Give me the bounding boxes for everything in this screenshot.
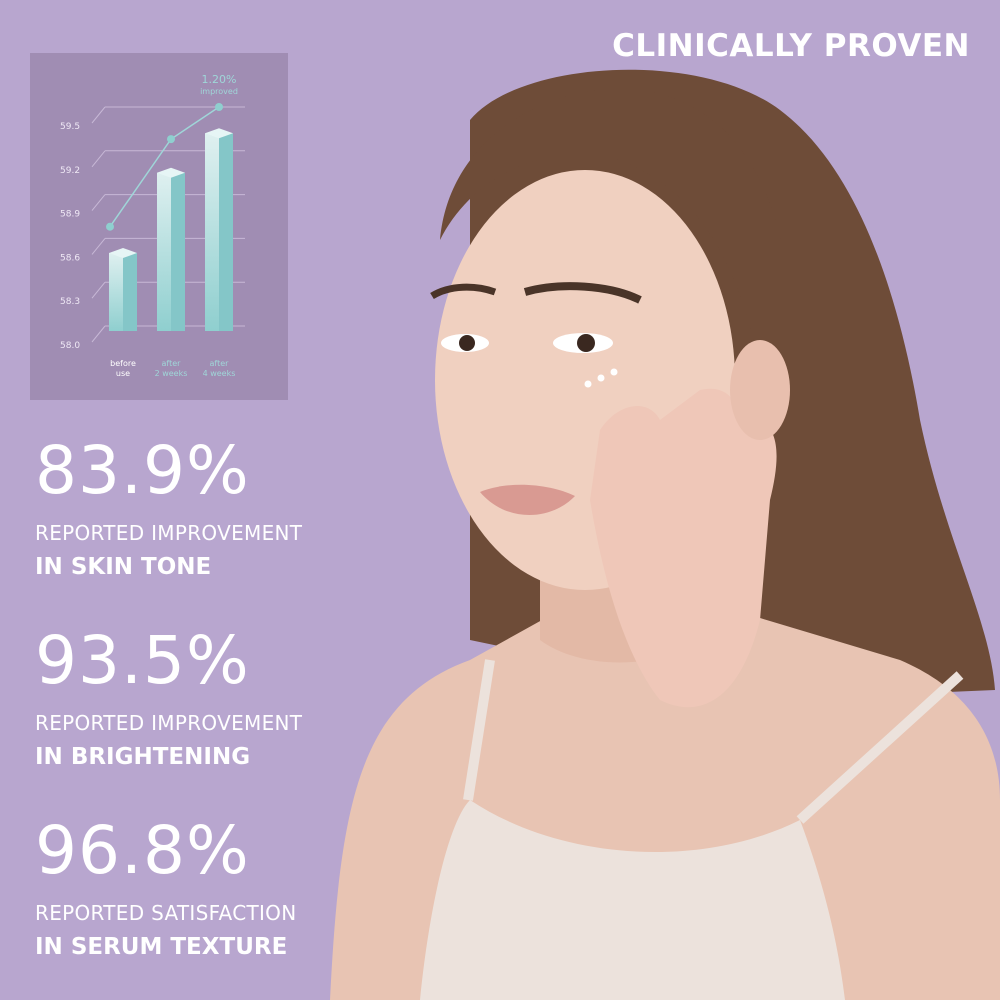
bar-top: [205, 128, 233, 139]
bar-side: [123, 253, 137, 331]
tick-line: [91, 281, 106, 299]
x-tick-label: after: [210, 359, 230, 368]
y-tick-label: 59.5: [60, 122, 80, 132]
y-tick-label: 58.9: [60, 210, 80, 220]
x-tick-label: 4 weeks: [203, 369, 236, 378]
bar-top: [157, 167, 185, 178]
x-tick-label: 2 weeks: [155, 369, 188, 378]
bar: [109, 253, 123, 331]
bar-top: [109, 248, 137, 258]
tick-line: [91, 238, 106, 255]
stat-value: 93.5%: [35, 622, 250, 699]
headline: CLINICALLY PROVEN: [612, 28, 970, 64]
tick-line: [91, 106, 106, 124]
trend-point: [106, 222, 114, 231]
tick-line: [91, 325, 106, 343]
y-tick-label: 58.3: [60, 297, 80, 307]
stat-value: 83.9%: [35, 432, 250, 509]
stat-emphasis: IN BRIGHTENING: [35, 744, 251, 770]
tick-line: [91, 194, 106, 211]
stat-emphasis: IN SERUM TEXTURE: [35, 934, 288, 960]
annotation-text: improved: [200, 87, 238, 96]
bar-side: [171, 172, 185, 331]
x-tick-label: before: [110, 359, 136, 368]
stat-label: REPORTED SATISFACTION: [35, 901, 297, 925]
camisole-top: [420, 800, 845, 1000]
stat-emphasis: IN SKIN TONE: [35, 554, 212, 580]
stat-label: REPORTED IMPROVEMENT: [35, 521, 303, 545]
bar-side: [219, 133, 233, 331]
stat-value: 96.8%: [35, 812, 250, 889]
hand: [590, 388, 777, 708]
y-tick-label: 59.2: [60, 166, 80, 176]
stat-texture: 96.8% REPORTED SATISFACTION IN SERUM TEX…: [35, 816, 296, 962]
tick-line: [91, 150, 106, 168]
stat-skin-tone: 83.9% REPORTED IMPROVEMENT IN SKIN TONE: [35, 436, 302, 582]
annotation-value: 1.20%: [202, 73, 237, 86]
trend-point: [167, 135, 175, 144]
stat-brightening: 93.5% REPORTED IMPROVEMENT IN BRIGHTENIN…: [35, 626, 302, 772]
results-chart: 58.0 58.3 58.6 58.9 59.2 59.5 before use after 2 …: [30, 53, 288, 400]
y-tick-label: 58.6: [60, 253, 80, 263]
x-tick-label: after: [162, 359, 182, 368]
x-tick-label: use: [116, 369, 130, 378]
bar: [205, 133, 219, 331]
stat-label: REPORTED IMPROVEMENT: [35, 711, 303, 735]
bar: [157, 172, 171, 331]
trend-point: [215, 103, 223, 111]
y-tick-label: 58.0: [60, 341, 80, 351]
